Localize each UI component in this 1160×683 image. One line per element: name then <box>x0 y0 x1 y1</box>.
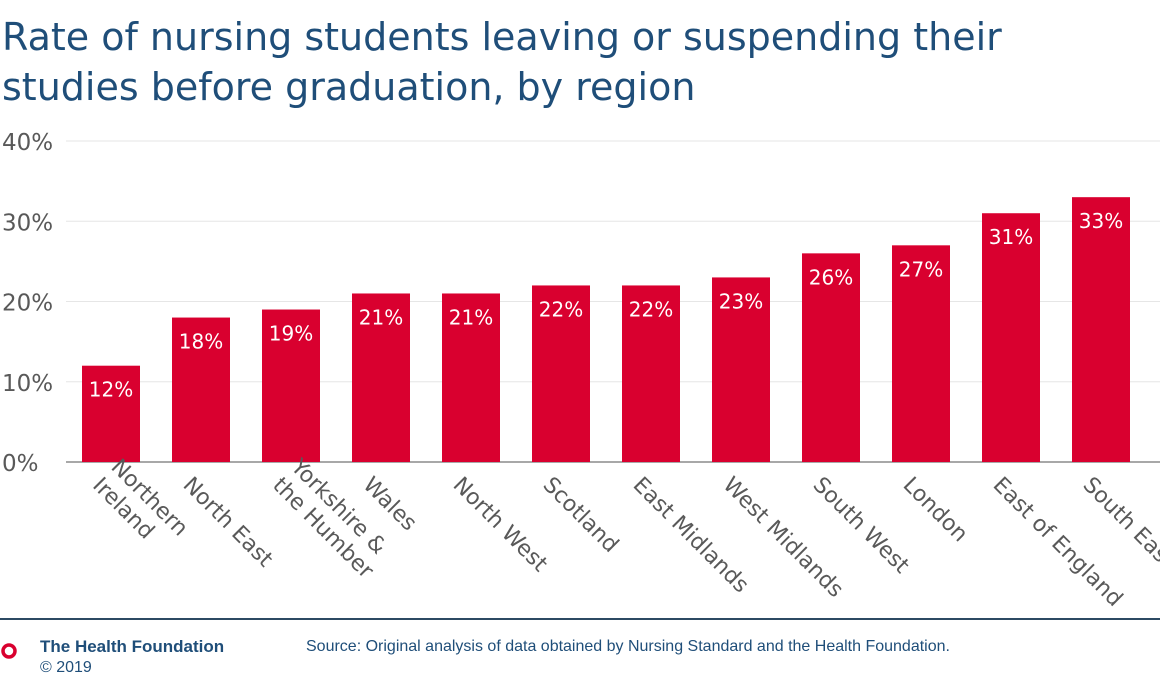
bar <box>1072 197 1130 463</box>
x-tick-label: NorthernIreland <box>87 455 192 560</box>
bar-chart: 0% 10% 20% 30% 40% 12% 18% 19% 21% 21% 22% 22% 23% 2… <box>2 130 1160 612</box>
value-labels: 12% 18% 19% 21% 21% 22% 22% 23% 26% 27% 31% 33% <box>89 209 1123 402</box>
bar <box>532 285 590 462</box>
value-label: 19% <box>269 322 313 346</box>
x-axis-category-labels: NorthernIreland North East Yorkshire &the … <box>87 454 1160 612</box>
bar <box>892 245 950 462</box>
brand-name: The Health Foundation <box>40 637 225 656</box>
bar <box>262 309 320 462</box>
source-note: Source: Original analysis of data obtain… <box>306 638 950 655</box>
y-tick-label: 30% <box>2 210 53 236</box>
value-label: 31% <box>989 225 1033 249</box>
grid-lines <box>66 140 1160 463</box>
bar <box>172 317 230 462</box>
bar <box>802 253 860 462</box>
value-label: 26% <box>809 265 853 289</box>
health-foundation-logo-icon <box>1 643 17 659</box>
value-label: 21% <box>449 305 493 329</box>
bar <box>622 285 680 462</box>
y-tick-label: 10% <box>2 371 53 397</box>
y-axis-tick-labels: 0% 10% 20% 30% 40% <box>2 130 53 477</box>
y-tick-label: 0% <box>2 451 39 477</box>
bar <box>82 365 140 462</box>
x-tick-label-line: London <box>898 473 973 548</box>
y-tick-label: 40% <box>2 130 53 156</box>
value-label: 22% <box>629 297 673 321</box>
x-tick-label: Scotland <box>538 473 623 558</box>
copyright: © 2019 <box>40 659 92 676</box>
value-label: 12% <box>89 378 133 402</box>
x-tick-label: North West <box>448 473 553 578</box>
footer-divider <box>0 618 1160 620</box>
value-label: 21% <box>359 305 403 329</box>
x-tick-label-line: Scotland <box>538 473 623 558</box>
value-label: 22% <box>539 297 583 321</box>
chart-title: Rate of nursing students leaving or susp… <box>2 15 1002 109</box>
bar <box>982 213 1040 462</box>
value-label: 33% <box>1079 209 1123 233</box>
value-label: 18% <box>179 330 223 354</box>
value-label: 23% <box>719 289 763 313</box>
value-label: 27% <box>899 257 943 281</box>
bar <box>442 293 500 462</box>
x-tick-label-line: North West <box>448 473 553 578</box>
x-tick-label: London <box>898 473 973 548</box>
bar <box>352 293 410 462</box>
bar <box>712 277 770 462</box>
y-tick-label: 20% <box>2 291 53 317</box>
bars <box>82 197 1130 463</box>
